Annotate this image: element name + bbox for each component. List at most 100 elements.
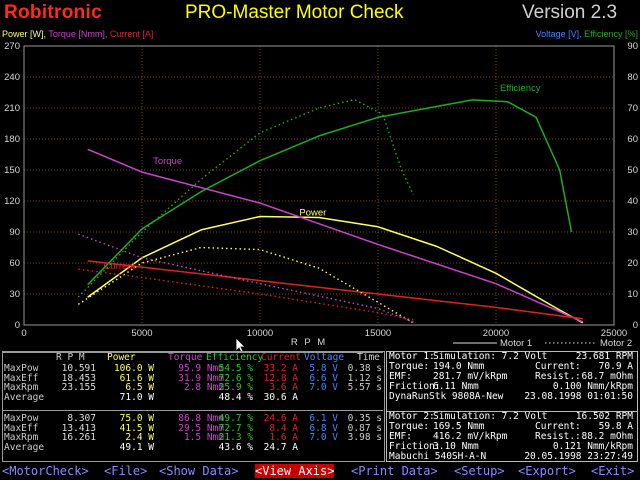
brand-logo: Robitronic bbox=[4, 2, 102, 23]
table-cell: 86.8 Nmm bbox=[178, 413, 224, 424]
y-left-tick-label: 90 bbox=[9, 227, 20, 238]
y-left-tick-label: 30 bbox=[9, 289, 20, 300]
y-right-tick-label: 30 bbox=[627, 227, 638, 238]
table-cell: 30.6 A bbox=[263, 391, 298, 403]
table-cell: 75.0 W bbox=[119, 413, 154, 424]
table-cell: 21.3 % bbox=[218, 432, 253, 444]
curve-label-power: Power bbox=[299, 207, 326, 218]
motor1-torque: 194.0 Nmm bbox=[433, 361, 485, 372]
col-power: Power bbox=[107, 352, 136, 363]
table-cell: 2.4 W bbox=[125, 432, 154, 444]
motor1-rpm: 23.681 RPM bbox=[575, 351, 633, 362]
y-left-tick-label: 210 bbox=[4, 103, 20, 114]
series-torque-motor2 bbox=[78, 233, 414, 323]
row-label: MaxPow bbox=[4, 363, 39, 374]
legend-torque: Torque [Nmm] bbox=[48, 29, 105, 39]
table-cell: 71.0 W bbox=[119, 391, 154, 403]
table-cell: 0.87 s bbox=[347, 422, 382, 434]
curve-label-current: Current bbox=[104, 261, 136, 272]
table-cell: 33.2 A bbox=[263, 363, 298, 374]
x-tick-label: 5000 bbox=[131, 328, 152, 339]
row-label: MaxPow bbox=[4, 413, 39, 424]
menu-motorcheck[interactable]: <MotorCheck> bbox=[2, 464, 89, 478]
table-cell: 16.261 bbox=[61, 432, 96, 444]
y-left-tick-label: 60 bbox=[9, 258, 20, 269]
y-right-tick-label: 70 bbox=[627, 103, 638, 114]
motor1-model: DynaRunStk 9808A-New bbox=[389, 391, 504, 402]
y-left-tick-label: 180 bbox=[4, 134, 20, 145]
table-cell: 54.5 % bbox=[218, 363, 253, 374]
table-cell: 72.7 % bbox=[218, 422, 253, 434]
table-cell: 43.6 % bbox=[218, 441, 253, 453]
table-cell: 6.6 V bbox=[309, 372, 338, 384]
y-right-tick-label: 10 bbox=[627, 289, 638, 300]
table-cell: 106.0 W bbox=[113, 363, 154, 374]
menu-setup[interactable]: <Setup> bbox=[454, 464, 505, 478]
menu-view-axis[interactable]: <View Axis> bbox=[255, 464, 335, 478]
y-right-tick-label: 0 bbox=[633, 320, 638, 331]
y-right-tick-label: 20 bbox=[627, 258, 638, 269]
motor1-title: Motor 1: bbox=[389, 351, 435, 362]
title-bar: Robitronic PRO-Master Motor Check Versio… bbox=[0, 0, 640, 26]
motor1-friction-rate: 0.100 Nmm/kRpm bbox=[552, 381, 633, 392]
y-right-tick-label: 40 bbox=[627, 196, 638, 207]
table-cell: 24.7 A bbox=[263, 441, 298, 453]
motor1-resist-label: Resist.: bbox=[535, 371, 581, 382]
table-cell: 10.591 bbox=[61, 363, 96, 374]
x-tick-label: 10000 bbox=[247, 328, 273, 339]
table-cell: 48.4 % bbox=[218, 391, 253, 403]
table-cell: 5.8 V bbox=[309, 363, 338, 374]
row-label: MaxEff bbox=[4, 372, 39, 384]
table-cell: 6.8 V bbox=[309, 422, 338, 434]
table-cell: 5.57 s bbox=[347, 382, 382, 394]
version-label: Version 2.3 bbox=[522, 2, 618, 23]
table-cell: 7.0 V bbox=[309, 432, 338, 444]
mouse-cursor-icon bbox=[235, 337, 246, 352]
motor2-friction-rate: 0.121 Nmm/kRpm bbox=[552, 441, 633, 452]
menu-print-data[interactable]: <Print Data> bbox=[351, 464, 438, 478]
table-cell: 0.35 s bbox=[347, 413, 382, 424]
table-cell: 1.5 Nmm bbox=[183, 432, 224, 444]
motor2-current: 59.8 A bbox=[598, 421, 633, 432]
col-voltage: Voltage bbox=[304, 352, 345, 363]
table-cell: 6.1 V bbox=[309, 413, 338, 424]
table-cell: 3.98 s bbox=[347, 432, 382, 444]
x-tick-label: 20000 bbox=[483, 328, 509, 339]
legend-motor1-label: Motor 1 bbox=[500, 338, 532, 349]
table-cell: 13.413 bbox=[61, 422, 96, 434]
motor1-emf-label: EMF: bbox=[389, 371, 412, 382]
table-cell: 25.9 % bbox=[218, 382, 253, 394]
series-torque-motor1 bbox=[87, 148, 584, 323]
col-rpm: R P M bbox=[56, 352, 85, 363]
menu-export[interactable]: <Export> bbox=[518, 464, 576, 478]
legend-efficiency: Efficiency [%] bbox=[584, 29, 638, 39]
menu-show-data[interactable]: <Show Data> bbox=[159, 464, 239, 478]
plot-frame bbox=[23, 45, 615, 326]
table-cell: 0.38 s bbox=[347, 363, 382, 374]
motor1-sim: Simulation: 7.2 Volt bbox=[433, 351, 548, 362]
table-cell: 72.6 % bbox=[218, 372, 253, 384]
y-left-tick-label: 270 bbox=[4, 41, 20, 52]
table-cell: 61.6 W bbox=[119, 372, 154, 384]
y-right-tick-label: 50 bbox=[627, 165, 638, 176]
table-cell: 2.8 Nmm bbox=[183, 382, 224, 394]
motor2-friction: 3.10 Nmm bbox=[433, 441, 479, 452]
table-frame bbox=[2, 351, 385, 462]
table-cell: 29.5 Nmm bbox=[178, 422, 224, 434]
menu-exit[interactable]: <Exit> bbox=[591, 464, 635, 478]
y-right-tick-label: 60 bbox=[627, 134, 638, 145]
right-axis-legend: Voltage [V], Efficiency [%] bbox=[535, 29, 638, 39]
motor2-torque-label: Torque: bbox=[389, 421, 430, 432]
motor1-date: 23.08.1998 01:01:50 bbox=[524, 391, 633, 402]
table-separator bbox=[2, 410, 383, 411]
x-tick-label: 25000 bbox=[601, 328, 627, 339]
motor1-current: 70.9 A bbox=[598, 361, 633, 372]
row-label: MaxEff bbox=[4, 422, 39, 434]
legend-voltage: Voltage [V] bbox=[535, 29, 580, 39]
motor2-friction-label: Friction: bbox=[389, 441, 441, 452]
series-efficiency-motor1 bbox=[87, 99, 573, 286]
motor1-current-label: Current: bbox=[535, 361, 581, 372]
x-tick-label: 0 bbox=[21, 328, 26, 339]
menu-file[interactable]: <File> bbox=[104, 464, 148, 478]
